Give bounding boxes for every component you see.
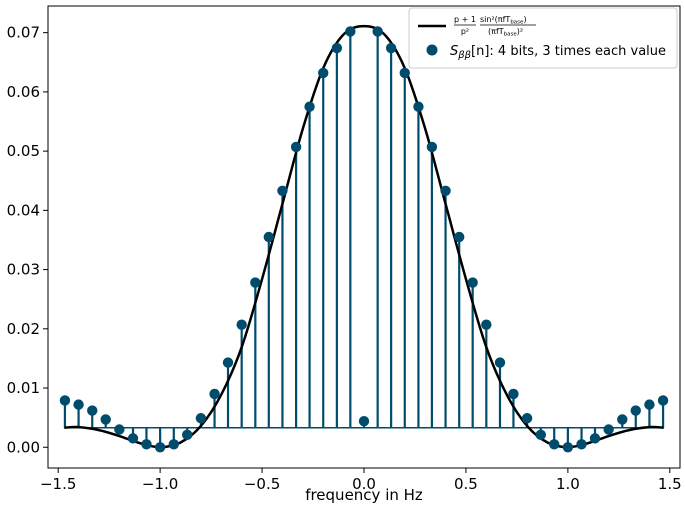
y-tick-label: 0.05 bbox=[7, 142, 40, 160]
stem-marker bbox=[141, 439, 152, 450]
stem-marker bbox=[154, 442, 166, 453]
stem-markers bbox=[59, 26, 669, 453]
stem-marker bbox=[73, 399, 84, 410]
legend-formula-num-right: sin²(πfTbase) bbox=[480, 15, 527, 26]
y-tick-label: 0.07 bbox=[7, 24, 40, 42]
stem-marker bbox=[535, 429, 546, 441]
stem-marker bbox=[589, 433, 601, 444]
stem-marker bbox=[603, 424, 614, 435]
y-tick-label: 0.04 bbox=[7, 201, 40, 219]
legend-stem-marker bbox=[426, 44, 438, 56]
x-axis-label: frequency in Hz bbox=[305, 486, 423, 504]
legend-formula-den-right: (πfTbase)² bbox=[488, 27, 523, 38]
stem-marker bbox=[440, 185, 451, 196]
stem-marker bbox=[467, 277, 478, 288]
y-tick-label: 0.03 bbox=[7, 261, 40, 279]
stem-marker bbox=[195, 413, 207, 424]
stem-marker bbox=[413, 101, 424, 112]
stem-marker bbox=[277, 185, 288, 196]
stem-marker bbox=[657, 395, 669, 406]
legend-formula-num-left: p + 1 bbox=[454, 15, 476, 24]
stem-marker bbox=[236, 319, 247, 330]
x-tick-label: 1.0 bbox=[556, 475, 580, 493]
stem-marker bbox=[182, 429, 193, 441]
y-tick-label: 0.02 bbox=[7, 320, 40, 338]
stem-marker bbox=[399, 67, 410, 79]
x-axis: −1.5 −1.0 −0.5 0.0 0.5 1.0 1.5 bbox=[40, 468, 682, 493]
stem-marker bbox=[127, 433, 139, 444]
x-tick-label: 0.0 bbox=[352, 475, 376, 493]
stem-marker bbox=[494, 357, 506, 368]
y-tick-label: 0.06 bbox=[7, 83, 40, 101]
stem-marker bbox=[358, 416, 370, 427]
legend-formula-den-left: p² bbox=[461, 27, 469, 36]
y-tick-label: 0.00 bbox=[7, 438, 40, 456]
stem-marker bbox=[562, 442, 574, 453]
stem-marker bbox=[87, 405, 98, 416]
stem-marker bbox=[426, 141, 438, 153]
stem-marker bbox=[345, 26, 356, 37]
x-tick-label: −1.5 bbox=[40, 475, 76, 493]
stem-marker bbox=[644, 399, 655, 410]
stem-marker bbox=[290, 141, 302, 153]
stem-marker bbox=[263, 231, 274, 243]
stem-marker bbox=[549, 439, 560, 450]
x-tick-label: −0.5 bbox=[244, 475, 280, 493]
stem-marker bbox=[318, 67, 329, 79]
stem-marker bbox=[454, 231, 465, 243]
x-tick-label: −1.0 bbox=[142, 475, 178, 493]
stem-marker bbox=[222, 357, 234, 368]
stem-marker bbox=[521, 413, 533, 424]
legend-box bbox=[408, 7, 678, 69]
stem-marker bbox=[385, 42, 397, 54]
y-tick-label: 0.01 bbox=[7, 379, 40, 397]
plot-frame bbox=[47, 5, 681, 469]
stem-marker bbox=[168, 439, 179, 450]
y-axis: 0.00 0.01 0.02 0.03 0.04 0.05 0.06 0.07 bbox=[7, 24, 48, 456]
stem-marker bbox=[508, 388, 519, 400]
stem-marker bbox=[617, 414, 628, 425]
stem-marker bbox=[100, 414, 111, 425]
legend: p + 1 p² sin²(πfTbase) (πfTbase)² Sββ[n]… bbox=[408, 7, 678, 69]
x-tick-label: 0.5 bbox=[454, 475, 478, 493]
legend-stem-label: Sββ[n]: 4 bits, 3 times each value bbox=[450, 44, 666, 61]
stem-marker bbox=[250, 277, 261, 288]
x-tick-label: 1.5 bbox=[658, 475, 682, 493]
stem-marker bbox=[481, 319, 492, 330]
stem-marker bbox=[59, 395, 71, 406]
stem-marker bbox=[372, 26, 383, 37]
stem-marker bbox=[209, 388, 220, 400]
stem-marker bbox=[331, 42, 343, 54]
stem-marker bbox=[114, 424, 125, 435]
stem-marker bbox=[630, 405, 641, 416]
stem-marker bbox=[576, 439, 587, 450]
stem-marker bbox=[304, 101, 315, 112]
